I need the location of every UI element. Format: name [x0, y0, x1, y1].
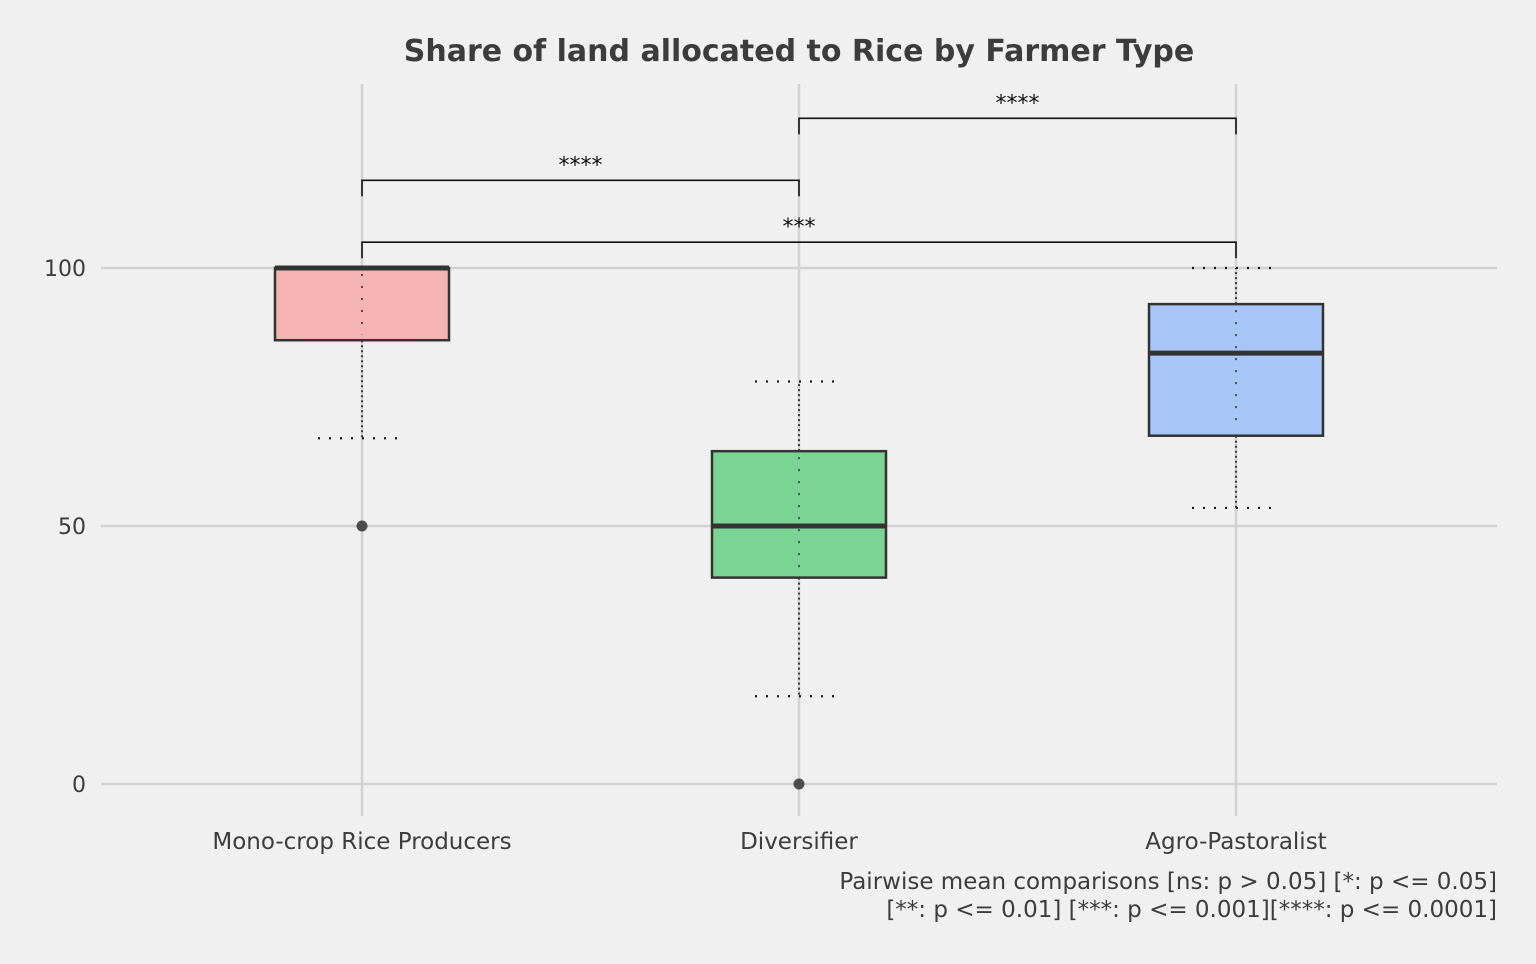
- x-tick-label: Mono-crop Rice Producers: [212, 829, 511, 855]
- significance-label: ****: [559, 153, 603, 178]
- box-group: [1147, 266, 1325, 510]
- box: [710, 449, 888, 579]
- box: [273, 266, 451, 342]
- comparison-bracket: ****: [798, 91, 1237, 135]
- y-tick-label: 100: [44, 257, 86, 282]
- box-group: [710, 380, 888, 790]
- box: [1147, 302, 1325, 437]
- comparison-bracket: ****: [361, 153, 800, 197]
- bracket-line: [798, 117, 1237, 135]
- x-tick-label: Agro-Pastoralist: [1145, 829, 1326, 855]
- comparison-bracket: ***: [361, 215, 1237, 259]
- chart-title: Share of land allocated to Rice by Farme…: [404, 34, 1195, 69]
- x-tick-label: Diversifier: [740, 829, 858, 855]
- bracket-line: [361, 241, 1237, 259]
- y-tick-label: 50: [58, 515, 86, 540]
- significance-label: ****: [996, 91, 1040, 116]
- significance-label: ***: [783, 215, 816, 240]
- caption-line-1: Pairwise mean comparisons [ns: p > 0.05]…: [839, 869, 1497, 895]
- box-group: [273, 265, 451, 532]
- outlier-point: [356, 520, 368, 532]
- bracket-line: [361, 179, 800, 197]
- caption-line-2: [**: p <= 0.01] [***: p <= 0.001][****: …: [886, 897, 1497, 923]
- y-tick-label: 0: [72, 773, 86, 798]
- axes: 0 50 100 Mono-crop Rice Producers Diversifie…: [44, 257, 1327, 855]
- significance-annotations: ***********: [361, 91, 1237, 259]
- plot-area: [273, 265, 1325, 790]
- outlier-point: [793, 778, 805, 790]
